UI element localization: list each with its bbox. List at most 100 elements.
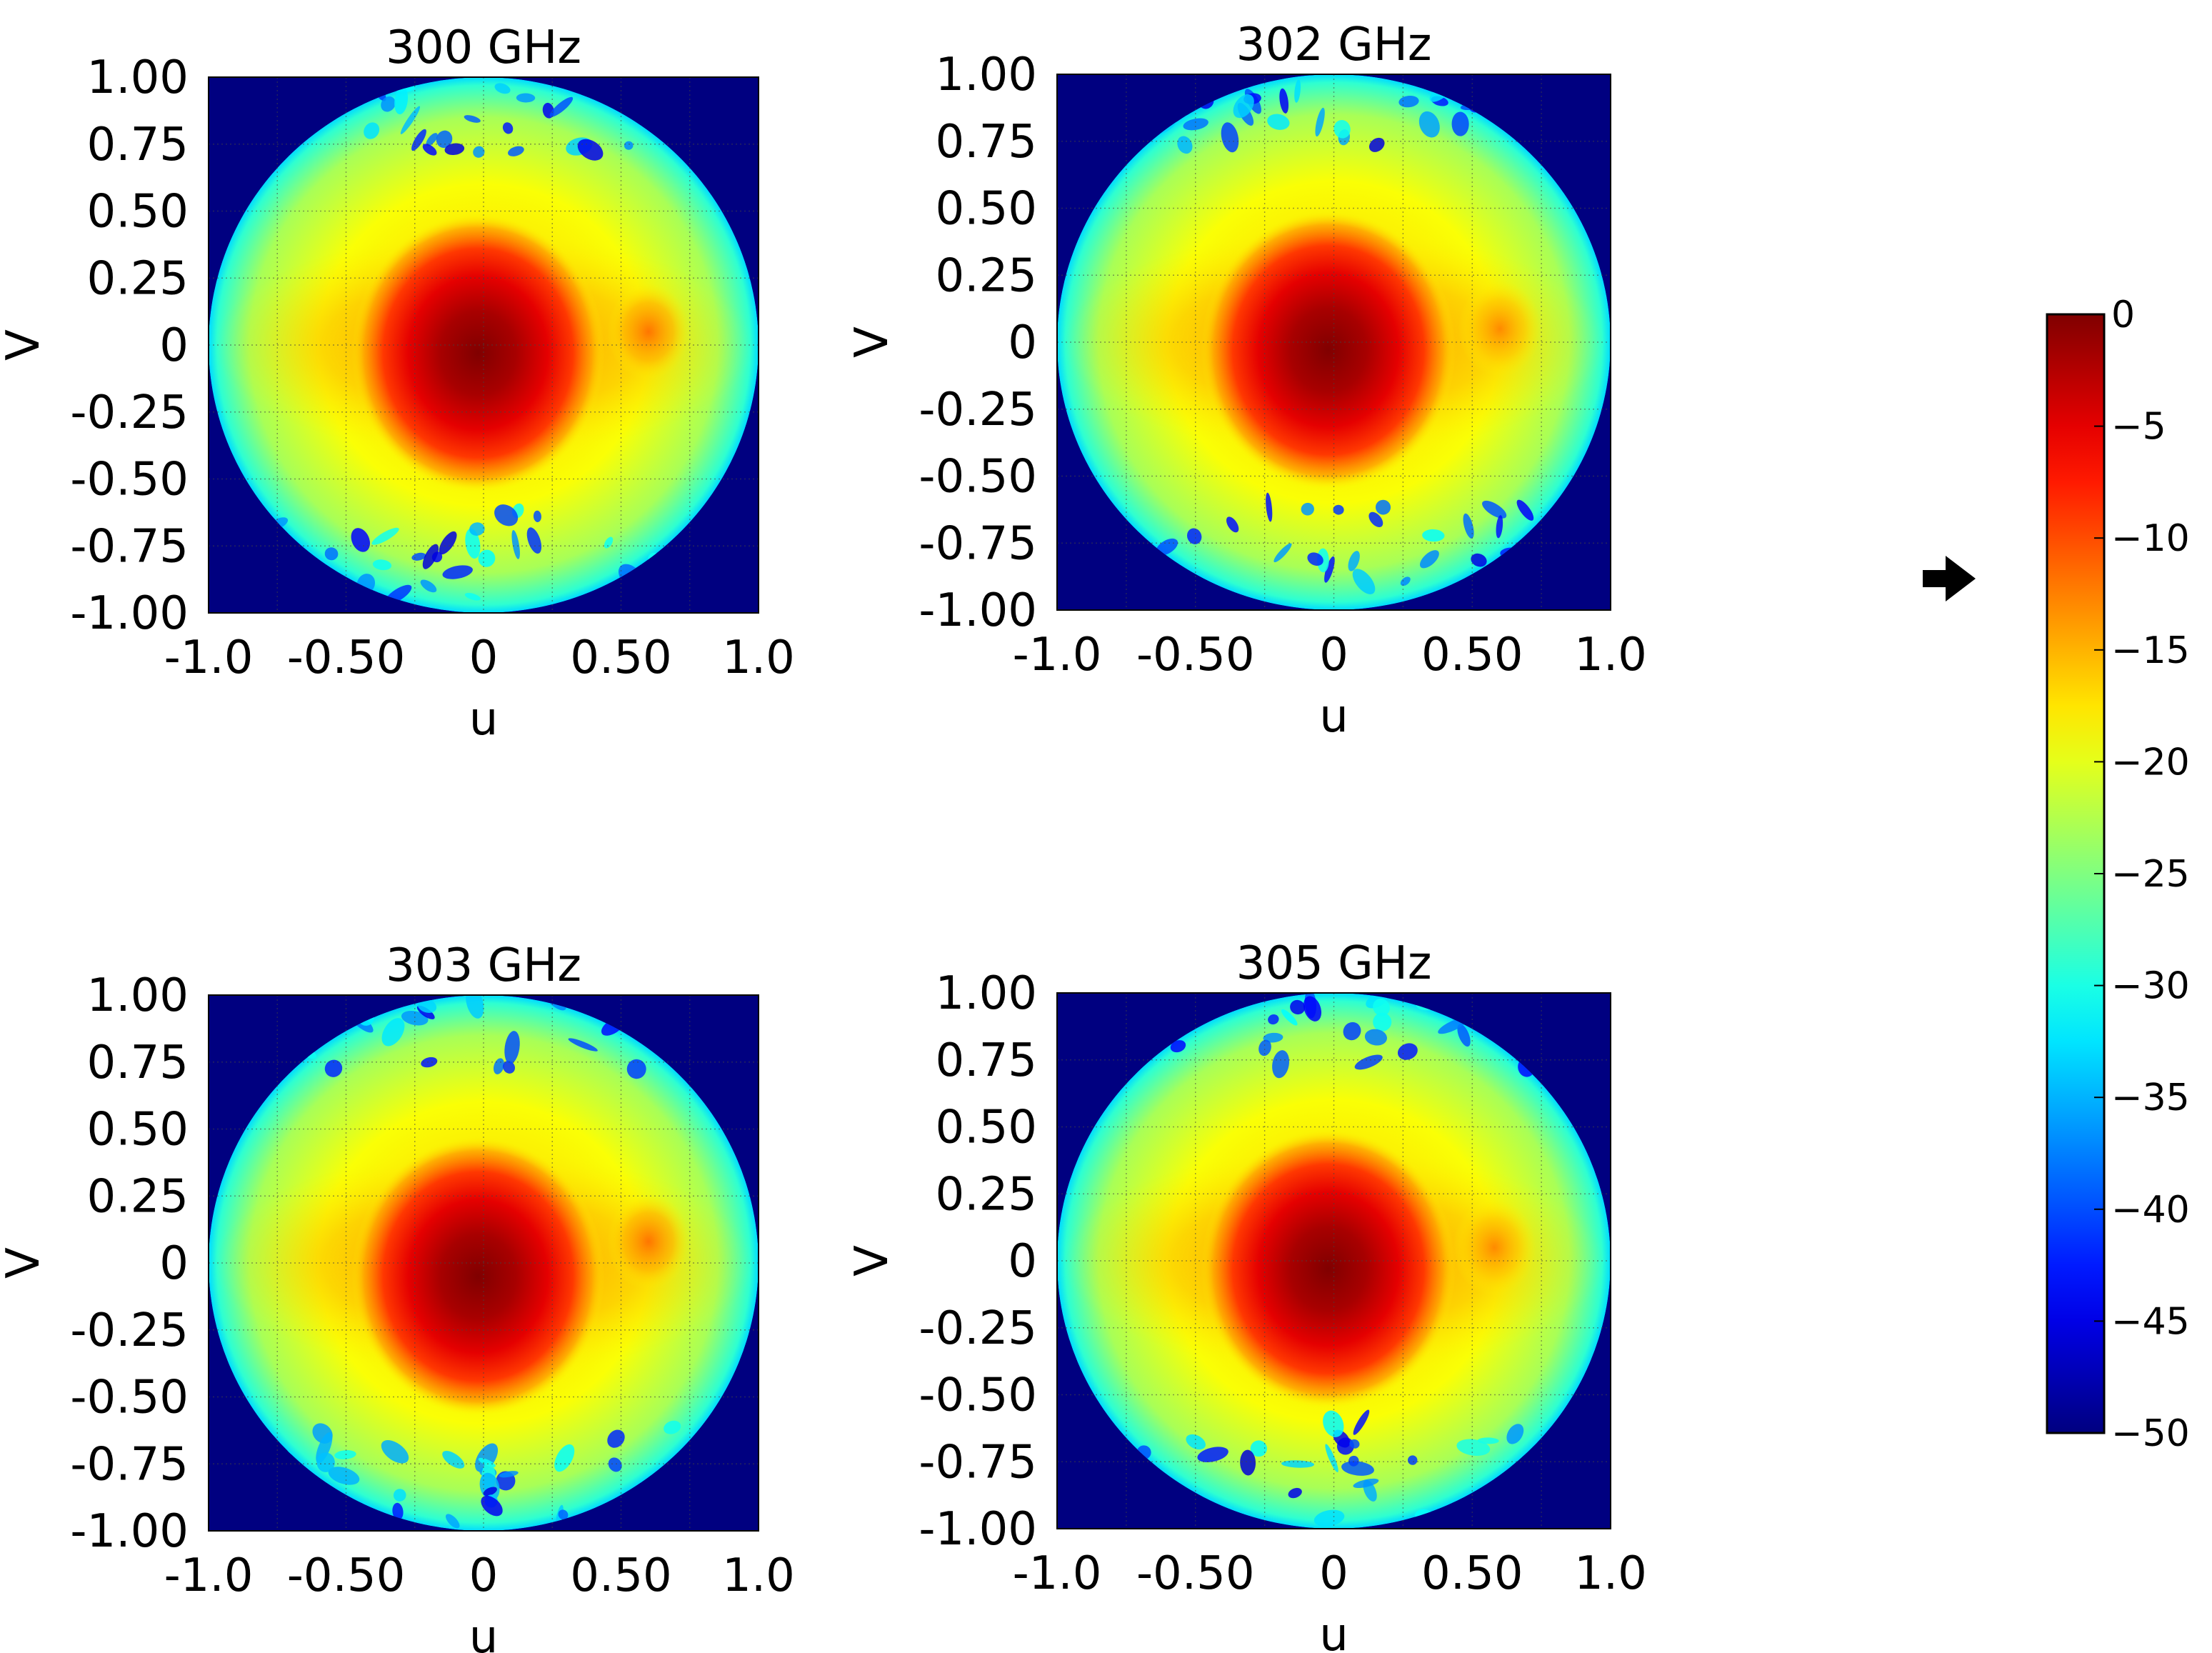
null-speckle	[1221, 122, 1239, 153]
side-lobe	[1458, 280, 1542, 377]
x-axis-label: u	[1319, 1609, 1348, 1653]
x-axis-label: u	[1319, 690, 1348, 743]
x-tick-label: 1.0	[722, 631, 795, 684]
null-speckle	[664, 1420, 681, 1434]
null-speckle	[1457, 1024, 1471, 1047]
null-speckle	[393, 1489, 406, 1502]
colorbar-tick-label: −30	[2111, 965, 2190, 1008]
null-speckle	[1156, 538, 1178, 556]
null-speckle	[1343, 1022, 1361, 1041]
null-speckle	[1341, 1461, 1374, 1476]
y-tick-label: 0	[1008, 316, 1037, 369]
null-speckle	[334, 1450, 356, 1459]
side-lobe	[1453, 1199, 1536, 1296]
plot-frame	[1056, 992, 1611, 1529]
null-speckle	[381, 1440, 409, 1464]
null-speckle	[1250, 1440, 1267, 1457]
null-speckle	[328, 1467, 360, 1485]
null-speckle	[558, 1509, 569, 1520]
null-speckle	[1294, 79, 1301, 103]
null-speckle	[1364, 1029, 1387, 1046]
null-speckle	[508, 146, 524, 156]
x-tick-label: -0.50	[1136, 1547, 1255, 1600]
null-speckle	[1373, 998, 1390, 1017]
colorbar-tick-label: −25	[2111, 853, 2190, 896]
null-speckle	[1186, 1434, 1206, 1450]
null-speckle	[422, 144, 437, 156]
null-speckle	[1419, 550, 1439, 569]
y-tick-label: -0.25	[70, 386, 189, 439]
null-speckle	[422, 544, 439, 569]
panel-302ghz: 302 GHz1.000.750.500.250-0.25-0.50-0.75-…	[846, 19, 1647, 743]
y-tick-label: 0.25	[936, 249, 1038, 302]
main-lobe	[1201, 211, 1456, 490]
null-speckle	[1290, 999, 1306, 1015]
null-speckle	[1267, 114, 1290, 130]
null-speckle	[526, 527, 542, 554]
y-tick-label: -0.75	[70, 520, 189, 573]
null-speckle	[1407, 1455, 1418, 1465]
y-tick-label: 0	[159, 1237, 189, 1290]
panel-title: 303 GHz	[386, 939, 581, 992]
null-speckle	[316, 1452, 335, 1472]
null-speckle	[1315, 107, 1325, 137]
y-tick-label: -0.25	[919, 384, 1037, 436]
null-speckle	[444, 143, 465, 156]
null-speckle	[626, 1059, 646, 1079]
null-speckle	[464, 592, 481, 601]
null-speckle	[1281, 1009, 1298, 1026]
null-speckle	[1348, 551, 1360, 571]
panel-303ghz: 303 GHz1.000.750.500.250-0.25-0.50-0.75-…	[0, 939, 795, 1653]
arrow-right-icon	[1923, 556, 1976, 601]
null-speckle	[465, 528, 481, 559]
x-tick-label: 0	[469, 631, 499, 684]
null-speckle	[1197, 1447, 1228, 1463]
null-speckle	[1451, 111, 1469, 136]
x-tick-label: -1.0	[1013, 1547, 1102, 1600]
y-tick-label: -1.00	[919, 584, 1037, 637]
main-lobe	[351, 1137, 605, 1416]
null-speckle	[392, 1502, 404, 1520]
y-tick-label: 0.50	[936, 183, 1038, 236]
x-tick-label: 0.50	[570, 1549, 672, 1602]
y-tick-label: 0.75	[87, 119, 189, 171]
null-speckle	[364, 122, 380, 139]
x-tick-label: 0.50	[570, 631, 672, 684]
null-speckle	[624, 141, 634, 150]
null-speckle	[494, 504, 519, 526]
panel-title: 300 GHz	[386, 21, 581, 74]
null-speckle	[1373, 1012, 1392, 1032]
y-tick-label: -0.25	[919, 1302, 1037, 1355]
null-speckle	[475, 1443, 499, 1472]
null-speckle	[481, 1495, 503, 1517]
null-speckle	[1258, 1039, 1271, 1057]
null-speckle	[381, 1018, 405, 1047]
null-speckle	[1353, 1478, 1379, 1489]
null-speckle	[516, 93, 536, 103]
colorbar-tick-label: −5	[2111, 406, 2166, 449]
colorbar-tick-label: −40	[2111, 1189, 2190, 1232]
null-speckle	[442, 565, 473, 579]
y-tick-label: -0.25	[70, 1304, 189, 1357]
y-tick-label: 0	[1008, 1235, 1037, 1288]
y-tick-label: 1.00	[936, 49, 1038, 101]
null-speckle	[1400, 576, 1411, 586]
x-tick-label: 1.0	[722, 1549, 795, 1602]
null-speckle	[577, 139, 604, 161]
y-tick-label: -1.00	[919, 1503, 1037, 1556]
null-speckle	[372, 559, 392, 571]
x-tick-label: -0.50	[287, 1549, 406, 1602]
grid	[209, 77, 759, 613]
null-speckle	[1272, 1050, 1290, 1079]
grid	[209, 995, 759, 1531]
null-speckle	[1352, 569, 1376, 594]
y-tick-label: 1.00	[87, 969, 189, 1022]
null-speckle	[1288, 1487, 1302, 1499]
null-speckle	[1301, 502, 1314, 516]
grid	[1057, 74, 1611, 610]
null-speckle	[371, 527, 399, 545]
null-speckle	[1303, 996, 1322, 1022]
null-speckle	[1482, 500, 1507, 519]
null-speckle	[411, 552, 426, 561]
x-tick-label: -0.50	[1136, 629, 1255, 681]
